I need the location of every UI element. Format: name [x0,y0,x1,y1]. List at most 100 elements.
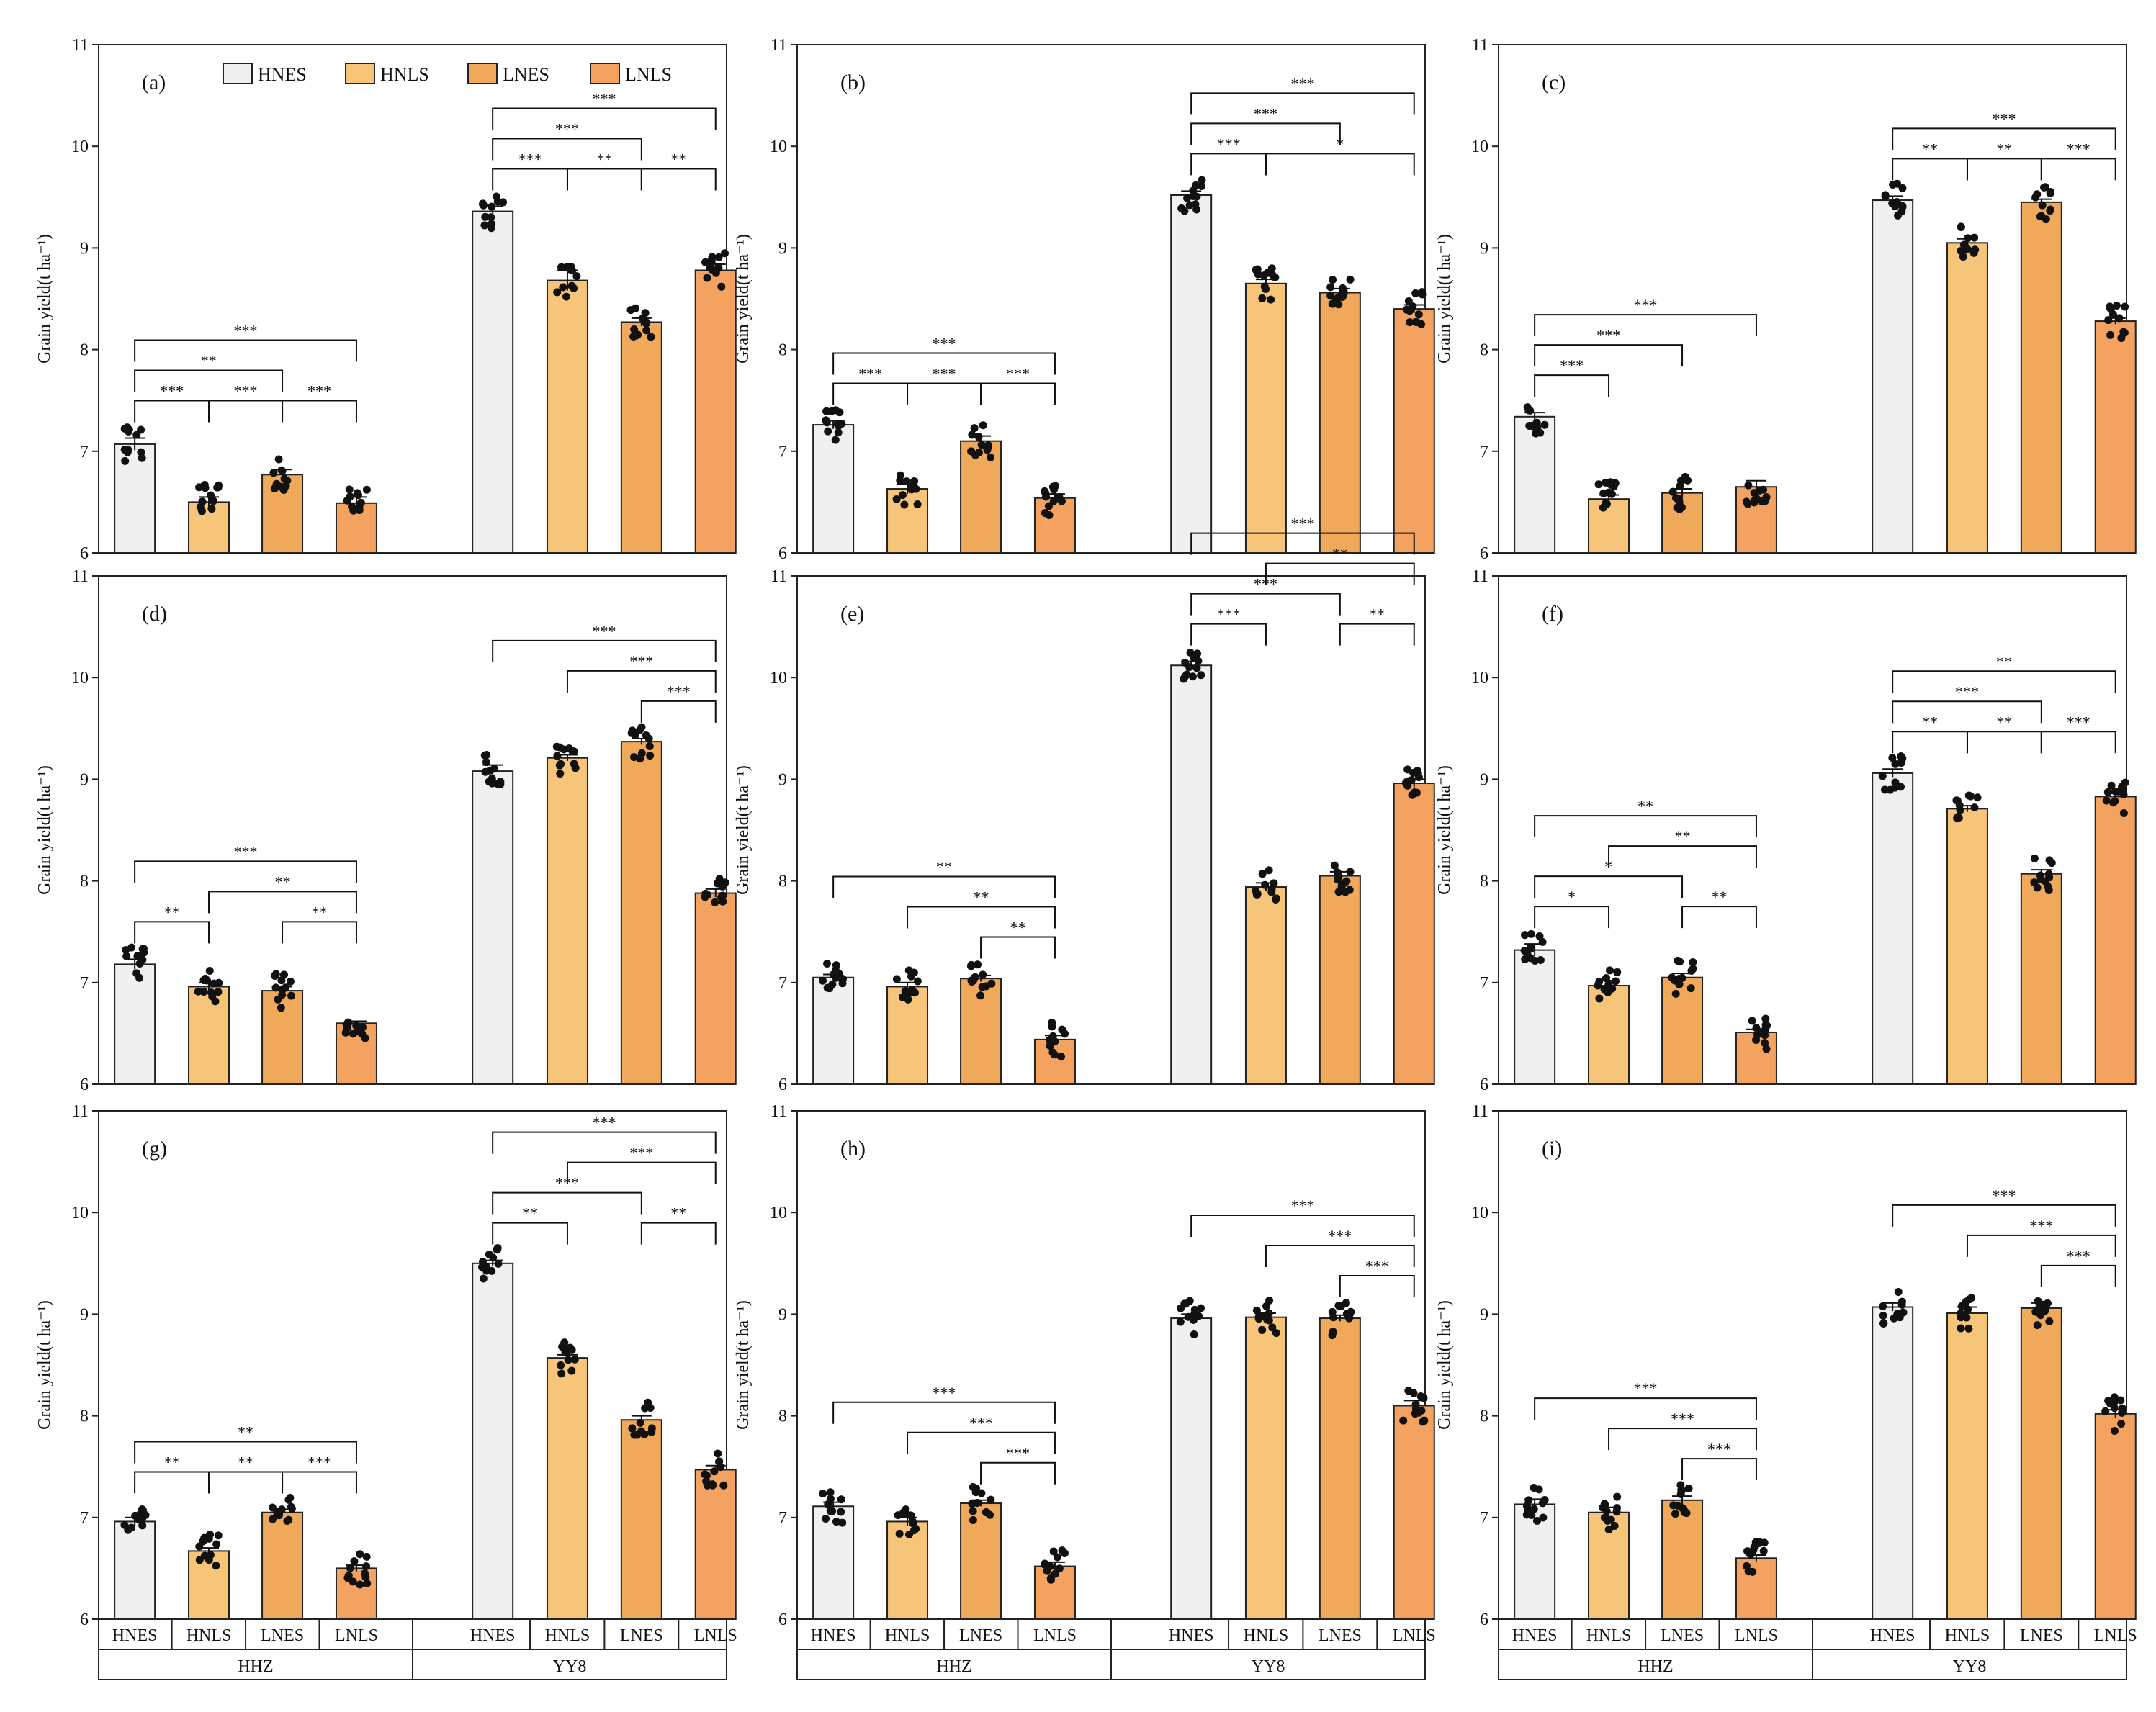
data-point [1879,1302,1887,1311]
data-point [1613,968,1622,977]
data-point [1898,184,1907,192]
y-tick-label: 6 [80,544,89,563]
significance-bracket [208,891,357,914]
significance-bracket [1966,1234,2116,1257]
data-point [210,979,218,988]
data-point [1057,1053,1066,1061]
significance-label: *** [629,652,653,670]
data-point [1610,1522,1619,1531]
data-point [1532,1517,1541,1526]
significance-label: *** [1634,1379,1658,1397]
data-point [909,968,918,977]
significance-label: ** [1674,827,1690,845]
data-point [1403,765,1412,774]
significance-bracket [2040,1264,2116,1287]
data-point [1409,302,1417,311]
data-point [1049,1547,1058,1556]
significance-bracket [1534,815,1757,838]
data-point [567,1366,576,1375]
bar [114,1520,156,1620]
x-category-label: LNLS [335,1626,378,1645]
data-point [2033,1321,2042,1330]
data-point [2042,1303,2050,1312]
significance-label: ** [1996,652,2012,670]
y-tick-label: 9 [80,770,89,789]
x-group-label: YY8 [1953,1657,1987,1676]
data-point [1684,1484,1693,1492]
x-category-label: HNLS [545,1626,590,1645]
data-point [1198,181,1206,190]
y-axis-label: Grain yield(t ha⁻¹) [35,765,54,895]
data-point [1539,1513,1548,1522]
data-point [1521,931,1530,940]
significance-bracket [134,860,357,883]
data-point [636,1418,644,1427]
data-point [907,483,915,492]
panel-label: (i) [1542,1137,1562,1161]
data-point [488,202,496,211]
significance-label: *** [1365,1257,1389,1275]
panel-label: (b) [840,71,866,94]
significance-bracket [492,1222,568,1245]
significance-label: ** [274,873,290,891]
data-point [272,479,281,488]
data-point [1183,194,1192,202]
data-point [2106,330,2115,339]
y-tick-label: 10 [770,669,787,688]
data-point [969,976,978,985]
bar [960,978,1002,1085]
data-point [1540,420,1549,429]
plot-frame [1498,44,2127,554]
data-point [2034,1297,2042,1305]
significance-label: *** [1290,74,1314,92]
y-tick-label: 11 [1472,1102,1488,1121]
significance-bracket [492,639,717,662]
bar [1170,194,1213,554]
data-point [2037,212,2046,220]
data-point [489,1253,498,1262]
data-point [194,987,202,996]
data-point [1334,888,1343,896]
data-point [831,406,840,415]
data-point [555,761,564,770]
data-point [1053,1553,1061,1562]
data-point [1613,1492,1622,1501]
data-point [1061,1030,1069,1038]
data-point [987,1495,995,1504]
data-point [1414,1408,1423,1417]
x-category-label: LNES [620,1626,663,1645]
y-tick-label: 8 [1480,873,1488,891]
data-point [271,983,280,992]
significance-bracket [282,921,357,944]
data-point [271,970,280,978]
data-point [892,495,901,504]
data-point [480,221,489,230]
x-group-label: YY8 [553,1657,587,1676]
significance-bracket [832,352,1056,375]
data-point [343,1574,352,1582]
data-point [199,976,208,985]
data-point [822,1515,830,1523]
data-point [1532,418,1541,427]
data-point [1880,785,1889,794]
data-point [346,1564,354,1572]
data-point [499,198,508,207]
data-point [287,1505,296,1513]
significance-label: *** [1254,104,1277,122]
data-point [1686,984,1695,993]
y-tick-label: 11 [72,36,89,55]
data-point [209,497,217,505]
data-point [1897,1300,1906,1309]
data-point [824,1500,832,1508]
data-point [1594,981,1602,990]
data-point [1252,1306,1261,1315]
significance-bracket [134,1471,210,1494]
data-point [212,1562,220,1570]
data-point [2104,1397,2113,1405]
significance-label: ** [936,858,952,876]
bar [1946,808,1988,1086]
significance-label: *** [1634,296,1658,314]
data-point [838,1518,847,1527]
data-point [646,752,655,760]
